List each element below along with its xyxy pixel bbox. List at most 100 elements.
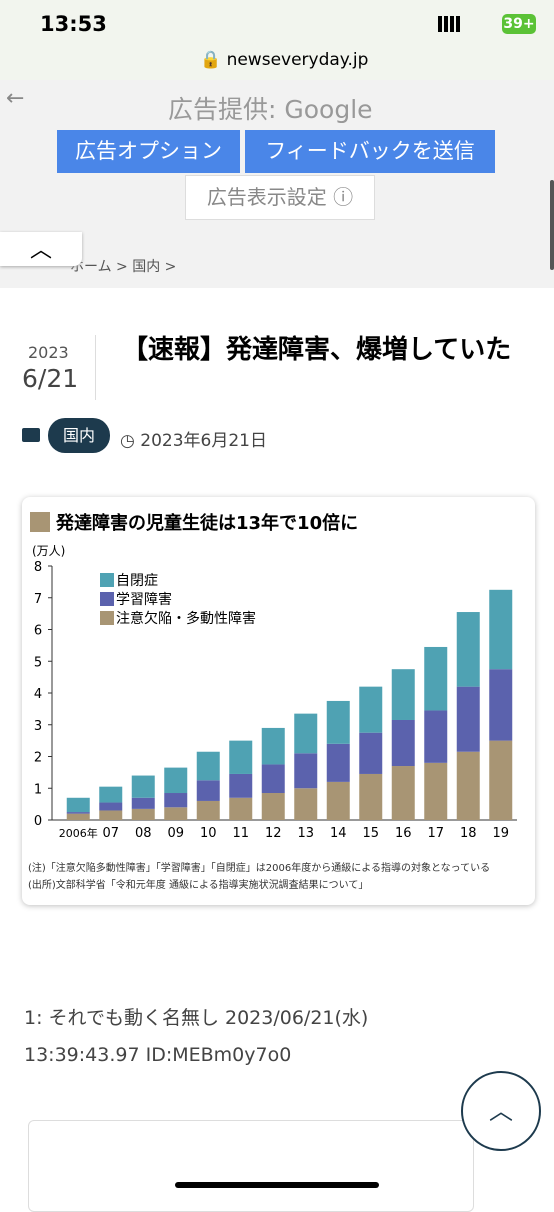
post-header: 1: それでも動く名無し 2023/06/21(水) bbox=[24, 1007, 369, 1029]
time: 13:53 bbox=[40, 12, 107, 36]
bar-segment bbox=[326, 781, 350, 820]
bar-segment bbox=[229, 740, 253, 774]
x-tick-label: 08 bbox=[135, 826, 152, 841]
divider bbox=[95, 335, 96, 400]
bar-segment bbox=[131, 808, 155, 820]
legend-label: 自閉症 bbox=[116, 573, 158, 589]
bar-segment bbox=[99, 802, 123, 811]
y-axis-label: (万人) bbox=[32, 544, 65, 558]
bar-segment bbox=[196, 800, 220, 820]
x-tick-label: 19 bbox=[492, 826, 509, 841]
bar-segment bbox=[196, 780, 220, 801]
category-tag[interactable]: 国内 bbox=[48, 418, 110, 453]
bar-segment bbox=[196, 751, 220, 781]
x-tick-label: 15 bbox=[362, 826, 379, 841]
legend-label: 学習障害 bbox=[116, 592, 172, 608]
folder-icon bbox=[22, 428, 40, 442]
x-tick-label: 12 bbox=[265, 826, 282, 841]
bar-segment bbox=[229, 797, 253, 820]
x-tick-label: 14 bbox=[330, 826, 347, 841]
x-tick-label: 09 bbox=[167, 826, 184, 841]
bar-segment bbox=[359, 773, 383, 820]
content-box bbox=[28, 1120, 474, 1212]
article-title: 【速報】発達障害、爆増していた bbox=[122, 335, 512, 365]
x-tick-label: 2006年 bbox=[59, 826, 98, 840]
crumb[interactable]: 国内 bbox=[132, 259, 161, 275]
x-tick-label: 17 bbox=[427, 826, 444, 841]
back-arrow[interactable]: ← bbox=[6, 86, 25, 111]
y-tick-label: 1 bbox=[34, 782, 42, 797]
bar-segment bbox=[66, 812, 90, 814]
legend-swatch bbox=[100, 611, 114, 625]
x-tick-label: 16 bbox=[395, 826, 412, 841]
ad-settings[interactable]: 広告表示設定 ⓘ bbox=[185, 175, 375, 220]
bar-segment bbox=[99, 786, 123, 803]
bar-segment bbox=[294, 788, 318, 820]
bar-segment bbox=[229, 773, 253, 798]
bar-segment bbox=[294, 753, 318, 789]
home-indicator bbox=[175, 1182, 379, 1188]
bar-segment bbox=[326, 743, 350, 782]
scrollbar bbox=[550, 180, 554, 270]
bar-segment bbox=[391, 719, 415, 767]
chart-note: (注)「注意欠陥多動性障害」「学習障害」「自閉症」は2006年度から通級による指… bbox=[28, 861, 490, 874]
battery: 39+ bbox=[502, 14, 536, 34]
y-tick-label: 5 bbox=[34, 655, 42, 670]
bar-segment bbox=[489, 669, 513, 741]
bar-segment bbox=[391, 669, 415, 720]
article-year: 2023 bbox=[28, 343, 69, 362]
bar-segment bbox=[424, 762, 448, 820]
bar-segment bbox=[261, 764, 285, 794]
bar-segment bbox=[164, 767, 188, 794]
scroll-top[interactable]: ︿ bbox=[461, 1071, 541, 1151]
y-tick-label: 6 bbox=[34, 624, 42, 639]
ad-provider: 広告提供: Google bbox=[168, 95, 373, 124]
y-tick-label: 3 bbox=[34, 719, 42, 734]
legend-swatch bbox=[100, 592, 114, 606]
crumb[interactable]: ホーム bbox=[70, 259, 112, 275]
title-marker bbox=[30, 512, 50, 532]
x-tick-label: 10 bbox=[200, 826, 217, 841]
bar-segment bbox=[456, 612, 480, 687]
ad-button[interactable]: 広告オプション bbox=[57, 130, 240, 173]
bar-segment bbox=[359, 732, 383, 774]
bar-segment bbox=[99, 810, 123, 820]
y-tick-label: 8 bbox=[34, 560, 42, 575]
publish-date-text: 2023年6月21日 bbox=[140, 431, 267, 451]
signal bbox=[438, 16, 460, 32]
ad-button[interactable]: フィードバックを送信 bbox=[245, 130, 495, 173]
legend-label: 注意欠陥・多動性障害 bbox=[116, 610, 256, 627]
bar-segment bbox=[131, 775, 155, 798]
publish-date: ◷ 2023年6月21日 bbox=[120, 431, 267, 451]
y-tick-label: 0 bbox=[34, 814, 42, 829]
ad-settings-text: 広告表示設定 bbox=[206, 185, 327, 209]
bar-segment bbox=[489, 589, 513, 670]
y-tick-label: 4 bbox=[34, 687, 42, 702]
bar-segment bbox=[359, 686, 383, 733]
bar-segment bbox=[391, 766, 415, 820]
article-date: 6/21 bbox=[22, 364, 79, 393]
chart-title: 発達障害の児童生徒は13年で10倍に bbox=[55, 512, 358, 534]
bar-segment bbox=[294, 713, 318, 754]
legend-swatch bbox=[100, 573, 114, 587]
bar-segment bbox=[261, 793, 285, 820]
top-bar bbox=[0, 0, 554, 80]
bar-segment bbox=[326, 700, 350, 744]
x-tick-label: 07 bbox=[102, 826, 119, 841]
chart-card: 発達障害の児童生徒は13年で10倍に (万人) 0 1 2 3 4 5 6 7 8 2006年 07 08… bbox=[22, 497, 535, 905]
url[interactable]: 🔒 newseveryday.jp bbox=[200, 50, 369, 70]
bar-segment bbox=[489, 740, 513, 820]
x-tick-label: 18 bbox=[460, 826, 477, 841]
post-time: 13:39:43.97 ID:MEBm0y7o0 bbox=[24, 1044, 292, 1066]
breadcrumb: ホーム > 国内 > bbox=[70, 259, 177, 275]
chart-note: (出所)文部科学省「令和元年度 通級による指導実施状況調査結果について」 bbox=[28, 878, 368, 891]
bar-segment bbox=[164, 807, 188, 820]
collapse-tab[interactable]: ︿ bbox=[0, 232, 82, 266]
bar-segment bbox=[456, 686, 480, 752]
bar-segment bbox=[424, 646, 448, 711]
bar-segment bbox=[66, 797, 90, 813]
x-tick-label: 13 bbox=[297, 826, 314, 841]
bar-segment bbox=[66, 813, 90, 820]
y-tick-label: 7 bbox=[34, 592, 42, 607]
